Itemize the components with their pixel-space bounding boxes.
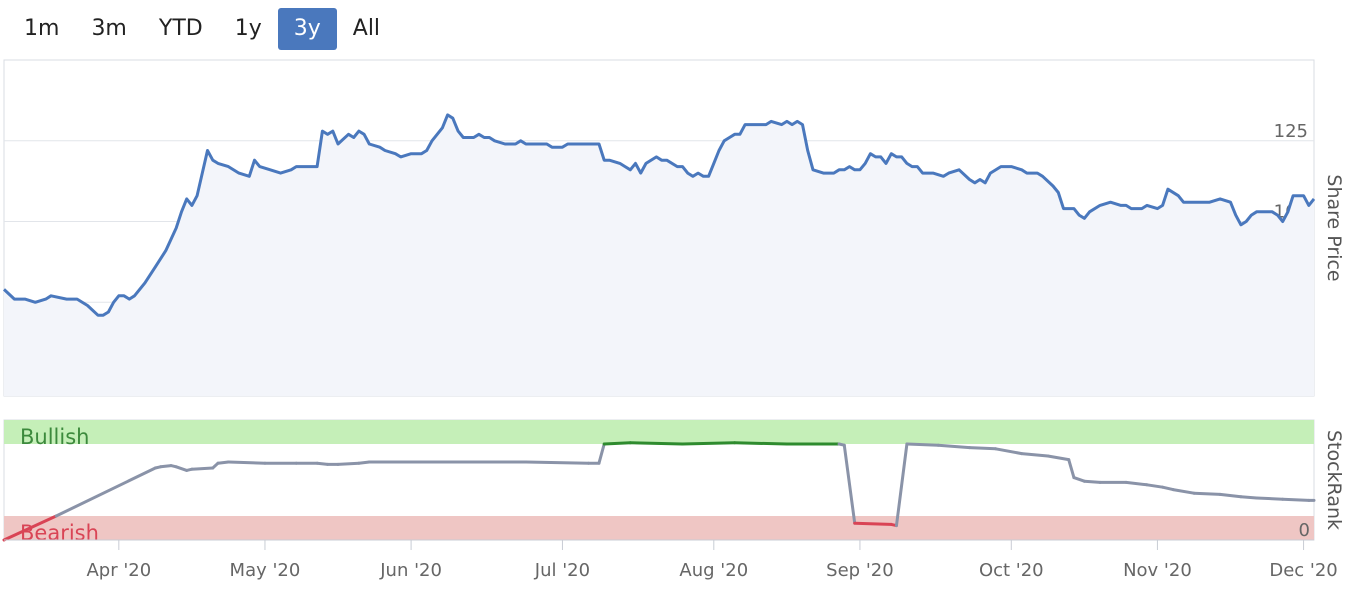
stockrank-line-segment	[174, 465, 189, 472]
stockrank-line-segment	[54, 466, 157, 518]
stockrank-line-segment	[216, 460, 230, 465]
stockrank-line-segment	[1046, 454, 1071, 462]
share-price-line	[2, 113, 1316, 317]
stockrank-line-segment	[1239, 495, 1259, 500]
stockrank-line-segment	[357, 460, 371, 465]
range-button-3m[interactable]: 3m	[91, 16, 127, 41]
x-tick-label: Aug '20	[679, 560, 748, 581]
x-tick-label: Nov '20	[1123, 560, 1192, 581]
x-tick-label: May '20	[230, 560, 301, 581]
stockrank-line-segment	[968, 446, 998, 451]
stockrank-line-segment	[524, 460, 591, 465]
stockrank-line-segment	[853, 521, 893, 526]
stockrank-line-segment	[190, 466, 215, 471]
stockrank-line-segment	[628, 441, 684, 446]
price-panel: 5075100125	[2, 59, 1316, 397]
stockrank-line-segment	[1067, 458, 1076, 480]
bullish-band	[4, 420, 1314, 444]
stockrank-line-segment	[680, 441, 737, 446]
bearish-band-label: Bearish	[20, 521, 99, 545]
stockrank-line-segment	[1072, 476, 1086, 483]
stockrank-line-segment	[602, 441, 632, 446]
stockrank-line-segment	[905, 442, 940, 447]
bullish-band-label: Bullish	[20, 425, 89, 449]
range-button-1m[interactable]: 1m	[24, 16, 60, 41]
bearish-band	[4, 516, 1314, 540]
stockrank-line-segment	[1218, 492, 1243, 499]
range-button-ytd[interactable]: YTD	[158, 16, 203, 41]
stockrank-line-segment	[1020, 452, 1050, 458]
stockrank-line-segment	[597, 442, 606, 465]
stockrank-line-segment	[1161, 485, 1175, 492]
rank-tick-label: 0	[1299, 520, 1310, 541]
price-tick-label: 125	[1274, 121, 1308, 142]
range-button-3y[interactable]: 3y	[277, 8, 337, 50]
stockrank-line-segment	[1124, 480, 1149, 487]
stockrank-line-segment	[1145, 483, 1165, 489]
x-tick-label: Sep '20	[826, 560, 894, 581]
stockrank-line-segment	[936, 443, 972, 450]
range-button-1y[interactable]: 1y	[234, 16, 262, 41]
stockrank-line-segment	[1255, 496, 1285, 501]
rank-panel: Bullish Bearish 0	[2, 419, 1316, 545]
share-price-axis-label: Share Price	[1323, 174, 1345, 281]
range-selector: 1m 3m YTD 1y 3y All	[8, 8, 396, 52]
x-tick-label: Jul '20	[534, 560, 590, 581]
x-tick-label: Apr '20	[86, 560, 151, 581]
stockrank-line-segment	[336, 461, 361, 466]
x-tick-label: Dec '20	[1269, 560, 1337, 581]
x-tick-label: Jun '20	[379, 560, 442, 581]
stockrank-line-segment	[733, 441, 789, 446]
stockrank-line-segment	[1281, 497, 1311, 502]
price-area-fill	[4, 114, 1314, 397]
stockrank-line-segment	[894, 442, 909, 528]
stockrank-line-segment	[1192, 491, 1222, 496]
stockrank-line-segment	[1171, 488, 1196, 495]
stockrank-axis-label: StockRank	[1323, 430, 1345, 530]
stockrank-line-segment	[1082, 479, 1102, 484]
stockrank-line-segment	[994, 447, 1024, 456]
stockrank-line-segment	[315, 461, 330, 466]
x-tick-label: Oct '20	[979, 560, 1044, 581]
range-button-all[interactable]: All	[352, 16, 381, 41]
stockrank-line-segment	[842, 443, 857, 525]
x-axis: Apr '20 May '20 Jun '20 Jul '20 Aug '20 Sep '…	[4, 539, 1338, 581]
stockrank-line-segment	[159, 464, 173, 469]
stockrank-line-segment	[226, 460, 267, 465]
stockrank-line-segment	[2, 514, 58, 542]
